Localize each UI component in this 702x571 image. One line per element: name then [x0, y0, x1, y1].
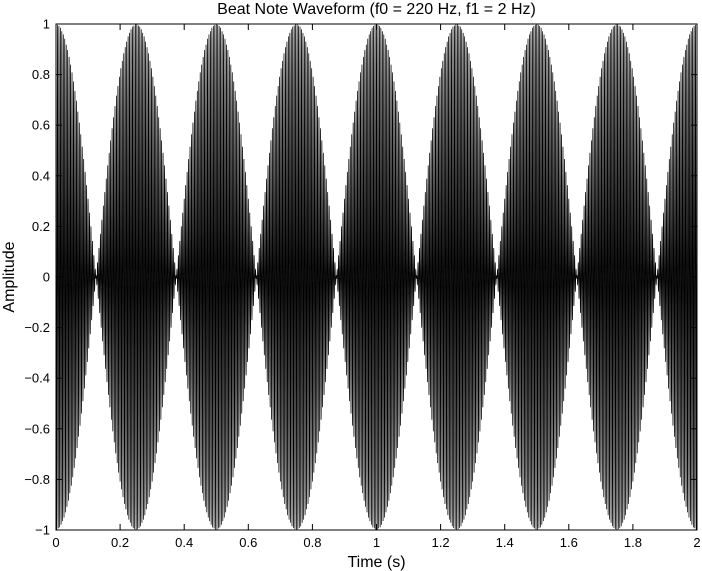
y-tick-label: −0.2	[24, 320, 50, 335]
y-tick-label: 0.8	[32, 67, 50, 82]
y-tick-label: −0.8	[24, 472, 50, 487]
x-tick-label: 1.4	[496, 535, 514, 550]
x-tick-label: 1	[373, 535, 380, 550]
x-tick-label: 0.2	[111, 535, 129, 550]
x-tick-label: 0.4	[175, 535, 193, 550]
y-tick-label: −0.4	[24, 371, 50, 386]
x-axis-label: Time (s)	[347, 554, 405, 571]
chart-title: Beat Note Waveform (f0 = 220 Hz, f1 = 2 …	[217, 1, 536, 18]
y-tick-label: 1	[43, 17, 50, 32]
y-tick-label: −0.6	[24, 421, 50, 436]
x-tick-label: 1.2	[432, 535, 450, 550]
y-tick-label: 0.4	[32, 168, 50, 183]
y-tick-label: 0	[43, 270, 50, 285]
x-tick-label: 0.8	[303, 535, 321, 550]
y-axis: −1 −0.8 −0.6 −0.4 −0.2 0 0.2 0.4 0.6 0.8 1	[24, 17, 697, 538]
y-tick-label: 0.6	[32, 118, 50, 133]
y-tick-label: 0.2	[32, 219, 50, 234]
x-tick-label: 0	[52, 535, 59, 550]
x-tick-label: 1.6	[560, 535, 578, 550]
y-tick-label: −1	[35, 523, 50, 538]
x-tick-label: 1.8	[624, 535, 642, 550]
x-tick-label: 2	[693, 535, 700, 550]
y-axis-label: Amplitude	[1, 241, 18, 312]
plot-area	[55, 23, 698, 531]
x-tick-label: 0.6	[239, 535, 257, 550]
waveform-line	[55, 23, 698, 531]
x-axis: 0 0.2 0.4 0.6 0.8 1 1.2 1.4 1.6 1.8 2	[52, 24, 701, 550]
